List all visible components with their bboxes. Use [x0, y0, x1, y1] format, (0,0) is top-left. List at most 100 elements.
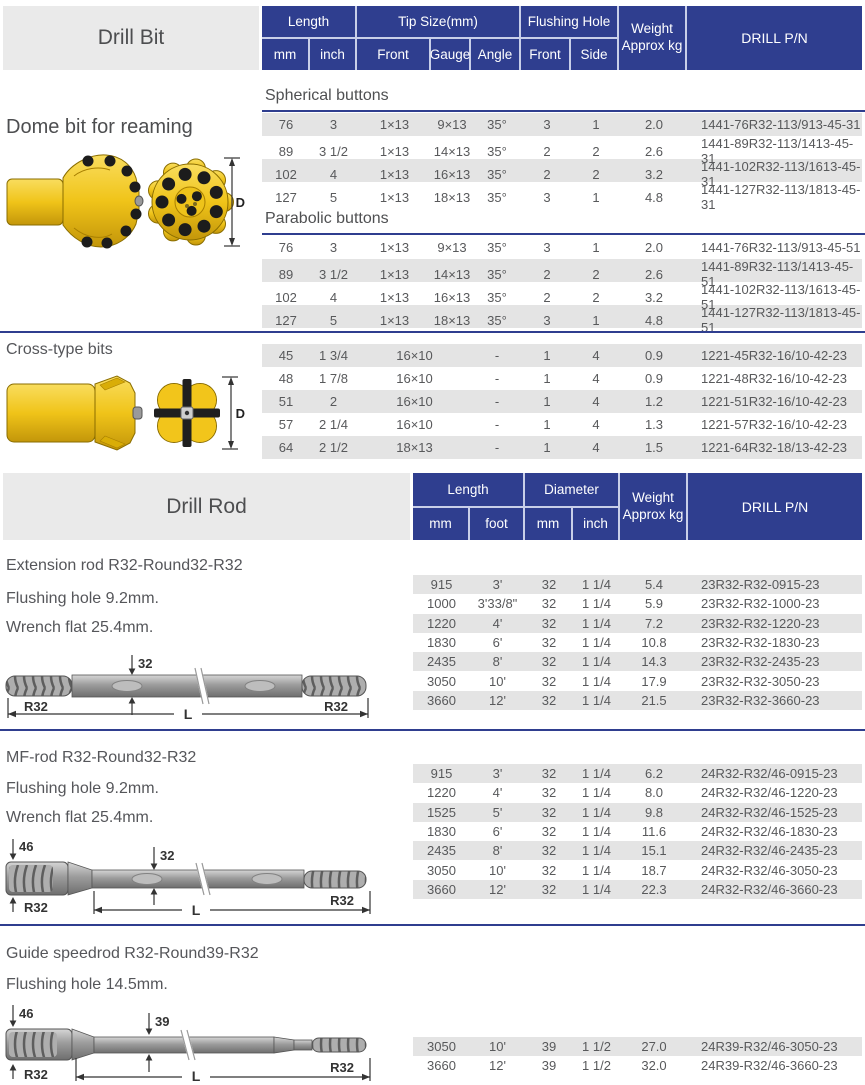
drill-bit-panel-title: Drill Bit [3, 6, 259, 70]
thread-label-right: R32 [324, 699, 348, 714]
table-row: 3050 10' 32 1 1/4 17.9 23R32-R32-3050-23 [413, 671, 862, 690]
table-row: 1220 4' 32 1 1/4 7.2 23R32-R32-1220-23 [413, 613, 862, 633]
table-row: 45 1 3/4 16×10 - 1 4 0.9 1221-45R32-16/10-42-23 [262, 344, 862, 367]
extension-rod-table: 915 3' 32 1 1/4 5.4 23R32-R32-0915-23 1000 3'33… [413, 575, 862, 711]
wrench-flat [111, 680, 143, 692]
length-label: L [192, 1068, 201, 1083]
table-cell: 16×10 [396, 348, 433, 363]
col-header-length: Length [413, 473, 523, 506]
table-cell: 24R39-R32/46-3050-23 [701, 1039, 838, 1055]
table-cell: 32 [541, 635, 557, 651]
dome-bit-face-view [148, 158, 234, 246]
table-cell: 35° [487, 189, 507, 205]
col-header-mm-diameter: mm [525, 507, 571, 540]
col-header-weight-line1: Weight [632, 489, 674, 505]
table-cell: 3.2 [644, 289, 664, 305]
table-cell: 23R32-R32-3050-23 [701, 673, 820, 689]
table-cell: 9×13 [437, 240, 467, 255]
table-cell: 4' [492, 785, 503, 801]
table-cell: 2435 [427, 843, 456, 859]
table-cell: 1220 [427, 615, 456, 631]
wrench-flat [131, 873, 163, 885]
table-cell: 51 [278, 394, 294, 409]
table-cell: 4 [592, 348, 600, 363]
table-cell: 4 [592, 394, 600, 409]
rod-thread-right [301, 675, 367, 697]
table-cell: 3 [329, 117, 338, 132]
guide-rod-title: Guide speedrod R32-Round39-R32 [6, 945, 259, 962]
table-cell: 1 1/4 [582, 804, 611, 820]
table-row: 48 1 7/8 16×10 - 1 4 0.9 1221-48R32-16/10-42-23 [262, 367, 862, 390]
break-mark [180, 1029, 196, 1061]
cross-bit-face-view [154, 379, 220, 447]
table-row: 3660 12' 32 1 1/4 22.3 24R32-R32/46-3660-23 [413, 879, 862, 900]
table-cell: 8' [492, 654, 503, 670]
table-cell: 35° [487, 117, 507, 132]
table-cell: 5' [492, 804, 503, 820]
table-row: 1220 4' 32 1 1/4 8.0 24R32-R32/46-1220-23 [413, 783, 862, 802]
table-cell: 1 1/2 [582, 1039, 611, 1055]
table-cell: 18.7 [641, 862, 667, 878]
cross-dim-label: D [236, 406, 245, 421]
table-cell: 4 [329, 289, 338, 305]
table-cell: 1 1/4 [582, 766, 611, 782]
table-cell: 32 [541, 785, 557, 801]
table-cell: 1 7/8 [319, 371, 348, 386]
section-separator [0, 729, 865, 731]
table-cell: 1525 [427, 804, 456, 820]
table-row: 1000 3'33/8" 32 1 1/4 5.9 23R32-R32-1000-23 [413, 594, 862, 613]
col-header-flushing-hole: Flushing Hole [521, 6, 617, 37]
table-cell: 2 [329, 394, 338, 409]
table-cell: 32 [541, 804, 557, 820]
table-cell: 2.0 [644, 117, 664, 132]
table-cell: - [494, 371, 500, 386]
extension-rod-note1: Flushing hole 9.2mm. [6, 590, 159, 607]
table-cell: 2 [592, 289, 600, 305]
table-cell: 5.4 [644, 577, 664, 593]
thread-label-left: R32 [24, 1067, 48, 1082]
table-cell: 12' [489, 1058, 506, 1074]
table-cell: 0.9 [644, 371, 664, 386]
table-row: 915 3' 32 1 1/4 5.4 23R32-R32-0915-23 [413, 575, 862, 595]
table-cell: 1 1/4 [582, 785, 611, 801]
section-heading-parabolic: Parabolic buttons [262, 203, 865, 235]
table-row: 1830 6' 32 1 1/4 10.8 23R32-R32-1830-23 [413, 633, 862, 652]
table-cell: 15.1 [641, 843, 667, 859]
table-cell: 915 [430, 766, 453, 782]
table-cell: 1 [543, 417, 551, 432]
table-cell: 2 1/2 [319, 440, 348, 455]
table-cell: 1441-76R32-113/913-45-31 [701, 117, 861, 132]
table-cell: 1 [543, 371, 551, 386]
thread-label-left: R32 [24, 699, 48, 714]
table-cell: 32 [541, 692, 557, 708]
table-cell: 23R32-R32-3660-23 [701, 692, 820, 708]
table-cell: 6.2 [644, 766, 664, 782]
table-cell: 3 [543, 189, 551, 205]
mf-rod-title: MF-rod R32-Round32-R32 [6, 749, 197, 766]
col-header-angle: Angle [471, 39, 519, 70]
table-cell: 1 1/4 [582, 577, 611, 593]
table-cell: 1.5 [644, 440, 664, 455]
table-cell: 2 [543, 266, 551, 282]
table-cell: 32 [541, 577, 557, 593]
table-cell: 23R32-R32-1830-23 [701, 635, 820, 651]
table-cell: 4' [492, 615, 503, 631]
table-cell: 1 1/4 [582, 673, 611, 689]
table-cell: 1×13 [379, 312, 410, 328]
table-cell: 39 [541, 1039, 557, 1055]
table-cell: 3050 [427, 1039, 456, 1055]
break-mark [194, 667, 210, 705]
table-cell: 32 [541, 654, 557, 670]
table-cell: 2 1/4 [319, 417, 348, 432]
table-cell: 1221-57R32-16/10-42-23 [701, 417, 847, 432]
table-cell: 1×13 [379, 240, 410, 255]
section-separator [0, 924, 865, 926]
cross-type-bits-table: 45 1 3/4 16×10 - 1 4 0.9 1221-45R32-16/10-42-23… [262, 344, 862, 459]
table-cell: - [494, 348, 500, 363]
table-cell: 24R32-R32/46-0915-23 [701, 766, 838, 782]
table-cell: 1 1/4 [582, 843, 611, 859]
table-cell: 76 [278, 240, 294, 255]
table-cell: 32 [541, 766, 557, 782]
guide-rod-table: 3050 10' 39 1 1/2 27.0 24R39-R32/46-3050-23 36… [413, 1037, 862, 1076]
table-cell: 2 [543, 143, 551, 159]
